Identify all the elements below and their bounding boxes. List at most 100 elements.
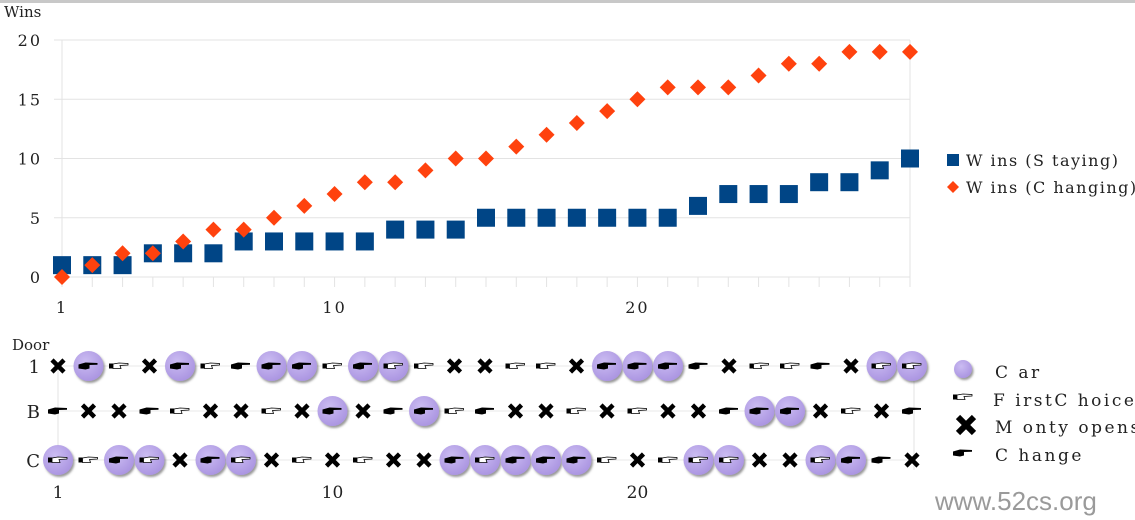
cuff-shape [261, 408, 266, 414]
staying-point [113, 256, 132, 275]
legend-label: M onty opens [995, 418, 1135, 438]
trial-column [653, 351, 683, 463]
staying-point [507, 208, 526, 227]
change-hand-icon [292, 362, 311, 370]
monty-opens-x-icon [355, 403, 371, 419]
white-hand-shape [570, 407, 586, 414]
changing-point [175, 233, 192, 250]
cuff-shape [292, 457, 296, 463]
first-choice-hand-icon [322, 362, 342, 369]
black-hand-shape [475, 407, 494, 415]
cuff-shape [688, 457, 693, 463]
trial-column [531, 362, 561, 475]
trial-column [104, 362, 134, 475]
changing-point [266, 209, 282, 226]
legend-label: C hange [995, 446, 1084, 466]
black-hand-shape [953, 449, 972, 457]
cuff-shape [658, 457, 662, 463]
white-hand-shape [234, 456, 251, 463]
monty-opens-x-icon [294, 403, 310, 419]
cuff-shape [566, 408, 571, 414]
changing-point [841, 43, 858, 60]
monty-opens-x-icon [843, 358, 859, 374]
black-hand-shape [261, 362, 281, 370]
staying-point [234, 232, 253, 251]
cuff-shape [597, 457, 601, 463]
change-hand-icon [505, 456, 525, 464]
monty-opens-x-icon [141, 358, 158, 374]
trial-column [287, 351, 317, 463]
first-choice-hand-icon [292, 456, 312, 463]
staying-point [174, 244, 193, 263]
trial-column [500, 362, 531, 475]
black-hand-shape [383, 407, 403, 415]
x-tick-label: 1 [53, 483, 64, 503]
trial-column [348, 351, 378, 463]
black-hand-shape [871, 456, 891, 464]
cuff-shape [414, 363, 418, 369]
black-hand-shape [719, 407, 738, 415]
cuff-shape [139, 457, 144, 463]
monty-opens-x-icon [324, 452, 341, 468]
y-axis-label: Wins [4, 3, 41, 21]
monty-opens-x-icon [477, 358, 493, 374]
first-choice-hand-icon [383, 362, 403, 369]
black-hand-shape [139, 407, 159, 415]
trial-column [744, 362, 775, 468]
trial-column [43, 358, 73, 475]
legend-diamond-icon [947, 181, 959, 193]
changing-point [538, 126, 555, 143]
monty-opens-x-icon [812, 403, 829, 419]
change-hand-icon [871, 456, 891, 464]
change-hand-icon [353, 362, 372, 370]
wins-chart: Wins 0 5 10 15 20 1 10 20 [4, 3, 919, 317]
change-hand-icon [475, 407, 494, 415]
cuff-shape [475, 457, 479, 463]
white-hand-shape [692, 456, 708, 463]
monty-opens-x-icon [873, 403, 890, 419]
cuff-shape [78, 457, 83, 463]
changing-point [54, 269, 70, 285]
cuff-shape [383, 363, 388, 369]
black-hand-shape [627, 362, 647, 370]
staying-point [446, 220, 465, 239]
monty-opens-x-icon [568, 358, 585, 374]
door-axis-label: Door [12, 336, 50, 354]
change-hand-icon [48, 407, 67, 415]
change-hand-icon [719, 407, 738, 415]
change-hand-icon [139, 407, 159, 415]
monty-opens-x-icon [233, 403, 249, 419]
changing-point [296, 197, 313, 214]
monty-opens-x-icon [172, 452, 188, 468]
first-choice-hand-icon [536, 362, 556, 369]
staying-point [901, 149, 919, 168]
first-choice-hand-icon [902, 362, 922, 369]
legend-change-icon [953, 449, 972, 457]
trial-column [622, 351, 653, 468]
cuff-shape [841, 408, 845, 414]
monty-opens-x-icon [629, 452, 646, 468]
change-hand-icon [78, 362, 98, 370]
black-hand-shape [414, 407, 433, 415]
door-legend: C ar F irstC hoice M onty opens C hange [953, 360, 1135, 466]
staying-point [749, 185, 768, 204]
changing-point [568, 114, 585, 131]
staying-point [840, 173, 859, 192]
black-hand-shape [322, 407, 342, 415]
white-hand-shape [722, 456, 739, 463]
monty-opens-x-icon [599, 403, 615, 419]
first-choice-hand-icon [261, 407, 281, 414]
trial-column [409, 362, 439, 468]
trial-column [897, 351, 927, 468]
staying-point [870, 161, 889, 180]
staying-point [719, 185, 738, 204]
first-choice-hand-icon [231, 456, 251, 463]
changing-point [690, 79, 706, 96]
black-hand-shape [200, 456, 220, 464]
y-tick-label: 15 [18, 90, 42, 109]
black-hand-shape [566, 456, 586, 464]
monty-opens-x-icon [690, 403, 707, 419]
change-hand-icon [749, 407, 769, 415]
